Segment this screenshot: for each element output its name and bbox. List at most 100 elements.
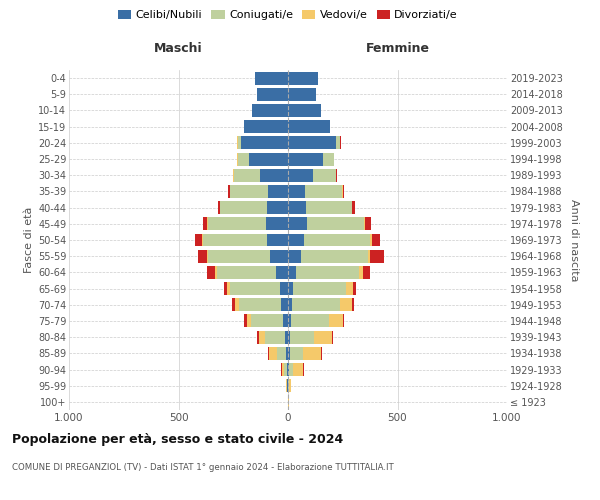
Bar <box>215 266 217 279</box>
Bar <box>281 298 288 311</box>
Bar <box>307 218 364 230</box>
Bar <box>288 347 290 360</box>
Bar <box>281 363 284 376</box>
Bar <box>323 152 334 166</box>
Bar <box>259 330 265 344</box>
Bar <box>290 314 329 328</box>
Bar <box>288 72 318 85</box>
Bar <box>329 314 343 328</box>
Bar <box>288 185 305 198</box>
Bar <box>340 298 352 311</box>
Bar <box>288 266 296 279</box>
Bar <box>359 266 362 279</box>
Bar <box>352 298 354 311</box>
Bar <box>238 152 248 166</box>
Bar <box>313 169 336 181</box>
Bar <box>302 347 320 360</box>
Bar <box>288 201 306 214</box>
Bar <box>352 201 355 214</box>
Bar <box>257 88 288 101</box>
Bar <box>293 282 346 295</box>
Bar <box>276 266 288 279</box>
Bar <box>287 363 288 376</box>
Bar <box>370 250 384 262</box>
Bar <box>269 347 277 360</box>
Bar <box>364 218 365 230</box>
Bar <box>288 234 304 246</box>
Bar <box>208 266 215 279</box>
Bar <box>195 234 202 246</box>
Bar <box>220 201 267 214</box>
Bar <box>290 347 302 360</box>
Bar <box>198 250 207 262</box>
Text: COMUNE DI PREGANZIOL (TV) - Dati ISTAT 1° gennaio 2024 - Elaborazione TUTTITALIA: COMUNE DI PREGANZIOL (TV) - Dati ISTAT 1… <box>12 462 394 471</box>
Bar <box>218 201 220 214</box>
Bar <box>288 330 290 344</box>
Bar <box>255 72 288 85</box>
Bar <box>288 152 323 166</box>
Bar <box>289 363 293 376</box>
Text: Maschi: Maschi <box>154 42 203 55</box>
Bar <box>288 136 336 149</box>
Bar <box>288 169 313 181</box>
Bar <box>314 330 332 344</box>
Bar <box>233 169 260 181</box>
Bar <box>265 330 285 344</box>
Bar <box>288 298 292 311</box>
Y-axis label: Anni di nascita: Anni di nascita <box>569 198 580 281</box>
Bar <box>304 234 370 246</box>
Bar <box>284 363 287 376</box>
Bar <box>230 185 268 198</box>
Bar <box>207 250 208 262</box>
Bar <box>292 298 340 311</box>
Bar <box>288 363 289 376</box>
Bar <box>208 250 271 262</box>
Bar <box>283 314 288 328</box>
Bar <box>267 201 288 214</box>
Bar <box>365 218 371 230</box>
Bar <box>260 169 288 181</box>
Bar <box>244 120 288 133</box>
Bar <box>268 185 288 198</box>
Text: Femmine: Femmine <box>365 42 430 55</box>
Bar <box>228 185 230 198</box>
Bar <box>288 104 321 117</box>
Bar <box>320 347 322 360</box>
Bar <box>271 250 288 262</box>
Bar <box>288 218 307 230</box>
Bar <box>238 136 241 149</box>
Bar <box>267 234 288 246</box>
Bar <box>370 234 372 246</box>
Bar <box>287 379 288 392</box>
Bar <box>232 298 235 311</box>
Bar <box>239 298 281 311</box>
Bar <box>285 330 288 344</box>
Bar <box>293 363 304 376</box>
Bar <box>301 250 368 262</box>
Bar <box>235 298 239 311</box>
Bar <box>224 282 227 295</box>
Bar <box>241 136 288 149</box>
Bar <box>230 282 280 295</box>
Bar <box>305 185 343 198</box>
Bar <box>336 136 340 149</box>
Bar <box>203 234 267 246</box>
Bar <box>244 314 247 328</box>
Bar <box>343 185 344 198</box>
Bar <box>288 314 290 328</box>
Bar <box>203 218 208 230</box>
Bar <box>288 250 301 262</box>
Text: Popolazione per età, sesso e stato civile - 2024: Popolazione per età, sesso e stato civil… <box>12 432 343 446</box>
Bar <box>251 314 283 328</box>
Bar <box>306 201 352 214</box>
Bar <box>217 266 276 279</box>
Bar <box>362 266 370 279</box>
Bar <box>290 330 314 344</box>
Bar <box>252 104 288 117</box>
Y-axis label: Fasce di età: Fasce di età <box>23 207 34 273</box>
Bar <box>227 282 230 295</box>
Bar <box>346 282 353 295</box>
Bar <box>266 218 288 230</box>
Bar <box>368 250 370 262</box>
Bar <box>289 379 290 392</box>
